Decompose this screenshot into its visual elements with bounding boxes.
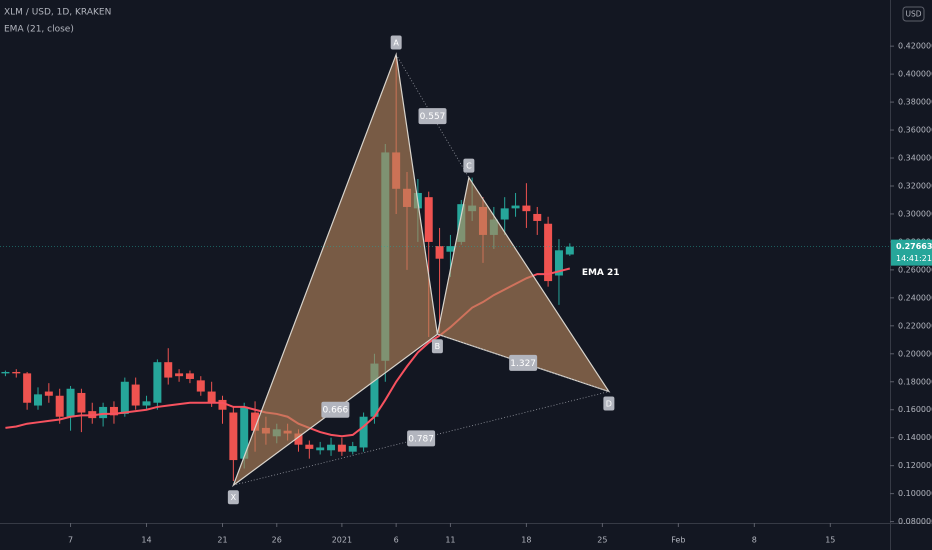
candle-body	[533, 213, 542, 221]
candle-body	[66, 388, 75, 417]
candle-body	[164, 362, 173, 378]
y-tick-label: 0.420000	[898, 42, 932, 51]
candle-body	[565, 246, 574, 255]
point-label: B	[435, 342, 441, 351]
currency-badge[interactable]	[902, 6, 925, 22]
candle-body	[142, 401, 151, 406]
candle-body	[12, 371, 21, 374]
point-box	[603, 396, 615, 411]
candle-body	[544, 223, 553, 282]
candle-body	[196, 380, 205, 392]
candle-body	[99, 406, 108, 419]
candle-body	[294, 433, 303, 445]
countdown-label: 14:41:21	[896, 254, 932, 263]
candle-body	[1, 371, 10, 374]
x-tick-label: 14	[141, 536, 151, 545]
x-tick-label: 18	[521, 536, 531, 545]
point-box	[390, 35, 402, 50]
ratio-label: 0.666	[322, 406, 348, 416]
candle-body	[44, 391, 53, 396]
candle-body	[424, 197, 433, 242]
candle-body	[435, 246, 444, 259]
x-tick-label: 6	[394, 536, 399, 545]
x-tick-label: 8	[752, 536, 757, 545]
ratio-box	[321, 401, 350, 418]
candle-body	[500, 208, 509, 220]
candle-body	[77, 392, 86, 413]
x-tick-label: 21	[217, 536, 227, 545]
ratio-box	[418, 108, 447, 125]
last-price-box	[891, 239, 932, 266]
candle-body	[240, 406, 249, 459]
candle-body	[185, 373, 194, 379]
x-tick-label: 25	[597, 536, 607, 545]
candle-body	[522, 205, 531, 212]
candle-body	[23, 373, 32, 403]
candle-body	[446, 246, 455, 252]
candle-body	[554, 250, 563, 276]
point-box	[431, 339, 443, 354]
x-tick-label: 7	[68, 536, 73, 545]
ratio-box	[509, 354, 538, 371]
candle-body	[359, 416, 368, 448]
point-box	[463, 158, 475, 173]
candle-body	[109, 406, 118, 416]
candle-body	[55, 395, 64, 417]
candle-body	[175, 373, 184, 377]
point-label: X	[231, 493, 237, 502]
ema-label: EMA 21	[582, 268, 620, 278]
candle-body	[251, 412, 260, 431]
candle-body	[327, 444, 336, 451]
candle-body	[337, 444, 346, 452]
point-label: C	[466, 162, 472, 171]
ratio-box	[407, 430, 436, 447]
x-tick-label: 2021	[332, 536, 352, 545]
last-price-label: 0.276632	[896, 242, 932, 251]
candle-body	[218, 399, 227, 410]
x-tick-label: 11	[445, 536, 455, 545]
x-tick-label: Feb	[671, 536, 685, 545]
candle-body	[229, 412, 238, 461]
ratio-label: 0.557	[420, 112, 446, 122]
candle-body	[131, 384, 140, 406]
chart-title: XLM / USD, 1D, KRAKEN	[4, 8, 111, 18]
candle-body	[305, 444, 314, 449]
currency-label[interactable]: USD	[905, 10, 921, 19]
candle-body	[316, 447, 325, 451]
candle-body	[511, 205, 520, 209]
x-tick-label: 26	[272, 536, 282, 545]
indicator-title: EMA (21, close)	[4, 25, 74, 35]
point-label: D	[606, 400, 612, 409]
candle-body	[207, 391, 216, 403]
point-label: A	[393, 39, 399, 48]
candle-body	[370, 363, 379, 417]
ratio-label: 0.787	[408, 434, 434, 444]
candle-body	[120, 381, 129, 414]
candle-body	[348, 446, 357, 452]
point-box	[227, 490, 239, 505]
ratio-label: 1.327	[510, 359, 536, 369]
candle-body	[33, 394, 42, 406]
x-tick-label: 15	[825, 536, 835, 545]
candle-body	[153, 362, 162, 403]
